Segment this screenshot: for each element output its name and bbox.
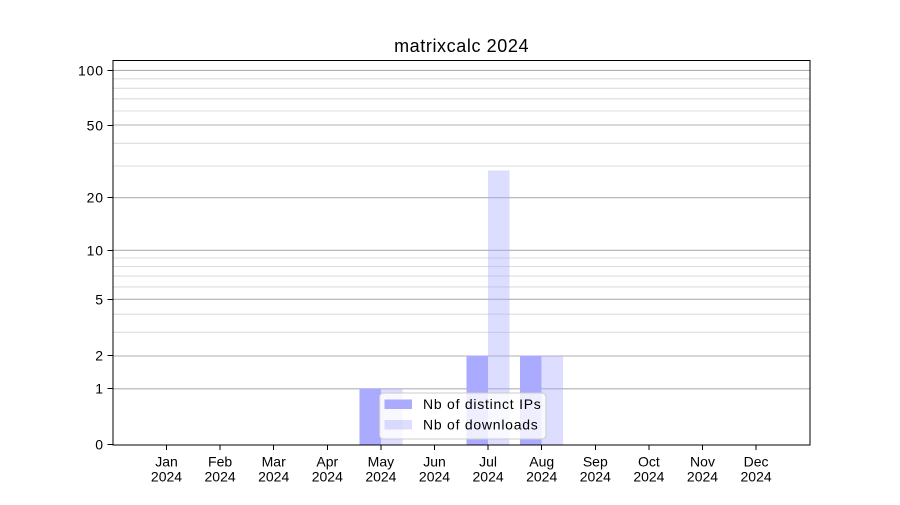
svg-text:Mar: Mar: [262, 454, 286, 470]
svg-text:2024: 2024: [312, 469, 343, 485]
svg-text:Dec: Dec: [744, 454, 769, 470]
svg-text:2024: 2024: [419, 469, 450, 485]
svg-text:Nb of distinct IPs: Nb of distinct IPs: [423, 396, 542, 412]
svg-text:Apr: Apr: [316, 454, 338, 470]
svg-text:2024: 2024: [365, 469, 396, 485]
svg-text:2024: 2024: [687, 469, 718, 485]
svg-text:20: 20: [87, 190, 104, 206]
svg-text:2: 2: [95, 348, 104, 364]
svg-text:2024: 2024: [258, 469, 289, 485]
svg-text:2024: 2024: [205, 469, 236, 485]
svg-text:10: 10: [87, 243, 104, 259]
svg-text:50: 50: [87, 118, 104, 134]
svg-text:Sep: Sep: [583, 454, 608, 470]
svg-text:100: 100: [78, 63, 104, 79]
svg-text:Nov: Nov: [690, 454, 715, 470]
svg-text:2024: 2024: [741, 469, 772, 485]
svg-text:2024: 2024: [580, 469, 611, 485]
svg-text:Jul: Jul: [479, 454, 497, 470]
svg-text:2024: 2024: [633, 469, 664, 485]
svg-text:5: 5: [95, 292, 104, 308]
svg-text:May: May: [368, 454, 394, 470]
svg-text:Jan: Jan: [155, 454, 178, 470]
svg-text:2024: 2024: [473, 469, 504, 485]
svg-text:Oct: Oct: [638, 454, 660, 470]
svg-text:Aug: Aug: [529, 454, 554, 470]
svg-text:2024: 2024: [526, 469, 557, 485]
svg-text:Nb of downloads: Nb of downloads: [423, 417, 539, 433]
svg-text:Jun: Jun: [423, 454, 446, 470]
svg-text:0: 0: [95, 437, 104, 453]
svg-text:2024: 2024: [151, 469, 182, 485]
svg-text:1: 1: [95, 381, 104, 397]
svg-text:matrixcalc 2024: matrixcalc 2024: [394, 36, 529, 56]
svg-text:Feb: Feb: [208, 454, 232, 470]
